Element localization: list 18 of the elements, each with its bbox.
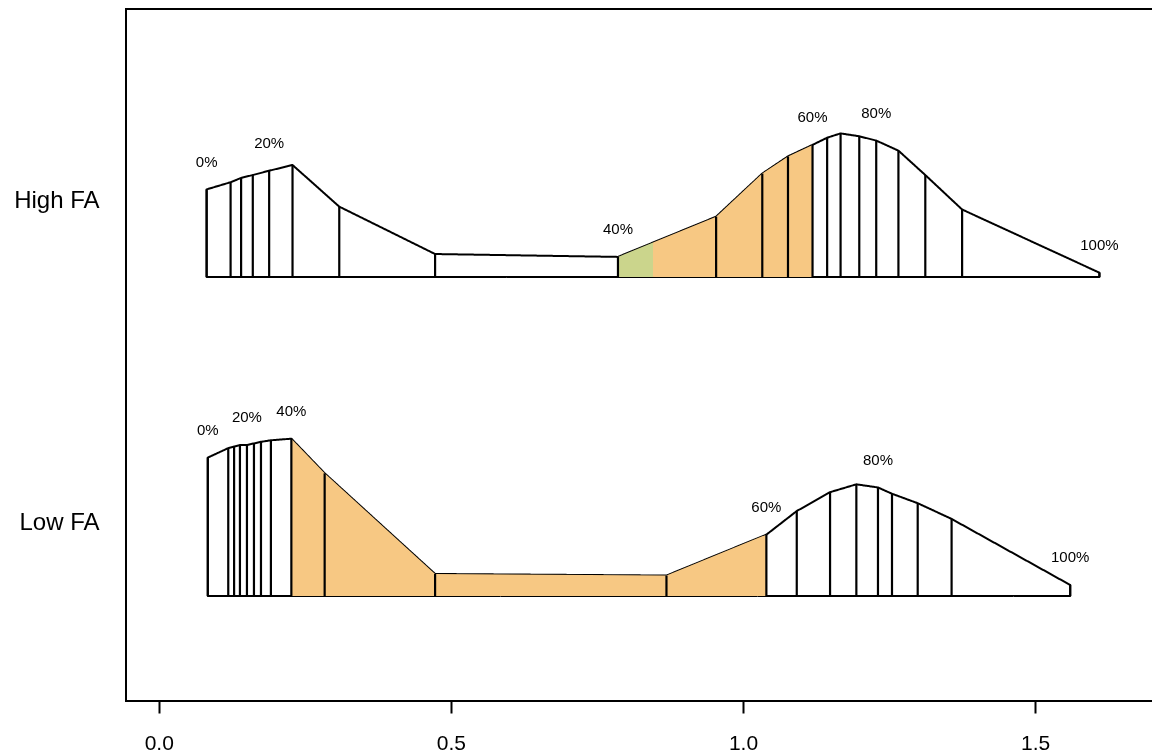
x-tick-label: 1.5 bbox=[1021, 730, 1051, 752]
y-axis-title: High FA bbox=[14, 186, 100, 213]
x-tick-label: 0.5 bbox=[436, 730, 466, 752]
annotation: 100% bbox=[1051, 548, 1090, 566]
annotation: 20% bbox=[254, 134, 285, 152]
annotation: 60% bbox=[797, 108, 828, 126]
annotation: 40% bbox=[602, 220, 633, 238]
x-tick-label: 1.0 bbox=[728, 730, 759, 752]
annotation: 80% bbox=[861, 104, 892, 122]
annotation: 60% bbox=[751, 498, 782, 516]
annotation: 100% bbox=[1080, 236, 1119, 254]
annotation: 40% bbox=[276, 402, 307, 420]
annotation: 20% bbox=[231, 408, 262, 426]
y-axis-title: Low FA bbox=[19, 507, 100, 535]
annotation: 80% bbox=[862, 450, 893, 468]
annotation: 0% bbox=[196, 421, 219, 439]
annotation: 0% bbox=[195, 152, 218, 170]
x-tick-label: 0.0 bbox=[144, 730, 174, 752]
